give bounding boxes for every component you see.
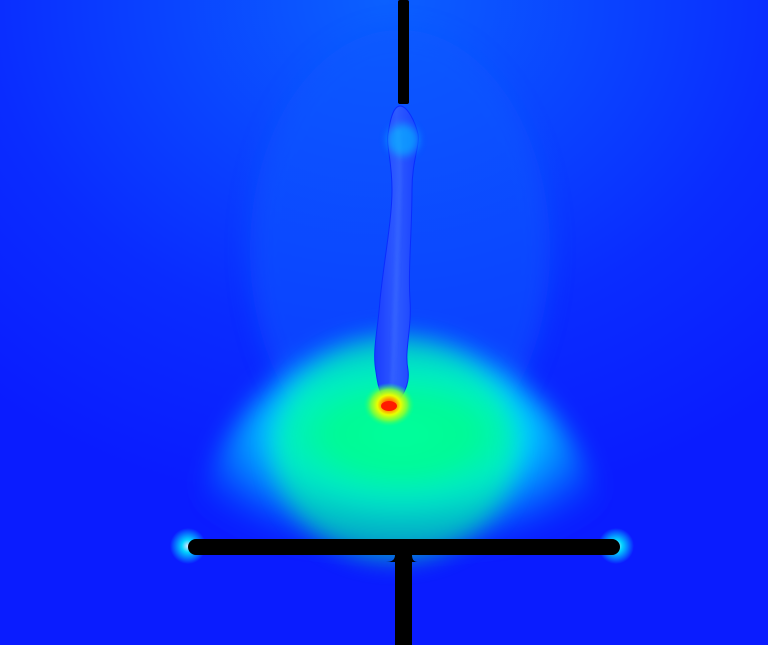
plate-electrode [188, 539, 620, 555]
needle-electrode [398, 0, 409, 104]
field-core [275, 340, 515, 560]
hotspot-core [381, 401, 397, 411]
needle-tip-glow [387, 124, 419, 156]
plate-stem-body [395, 555, 412, 645]
streamer-highlight [390, 129, 402, 391]
